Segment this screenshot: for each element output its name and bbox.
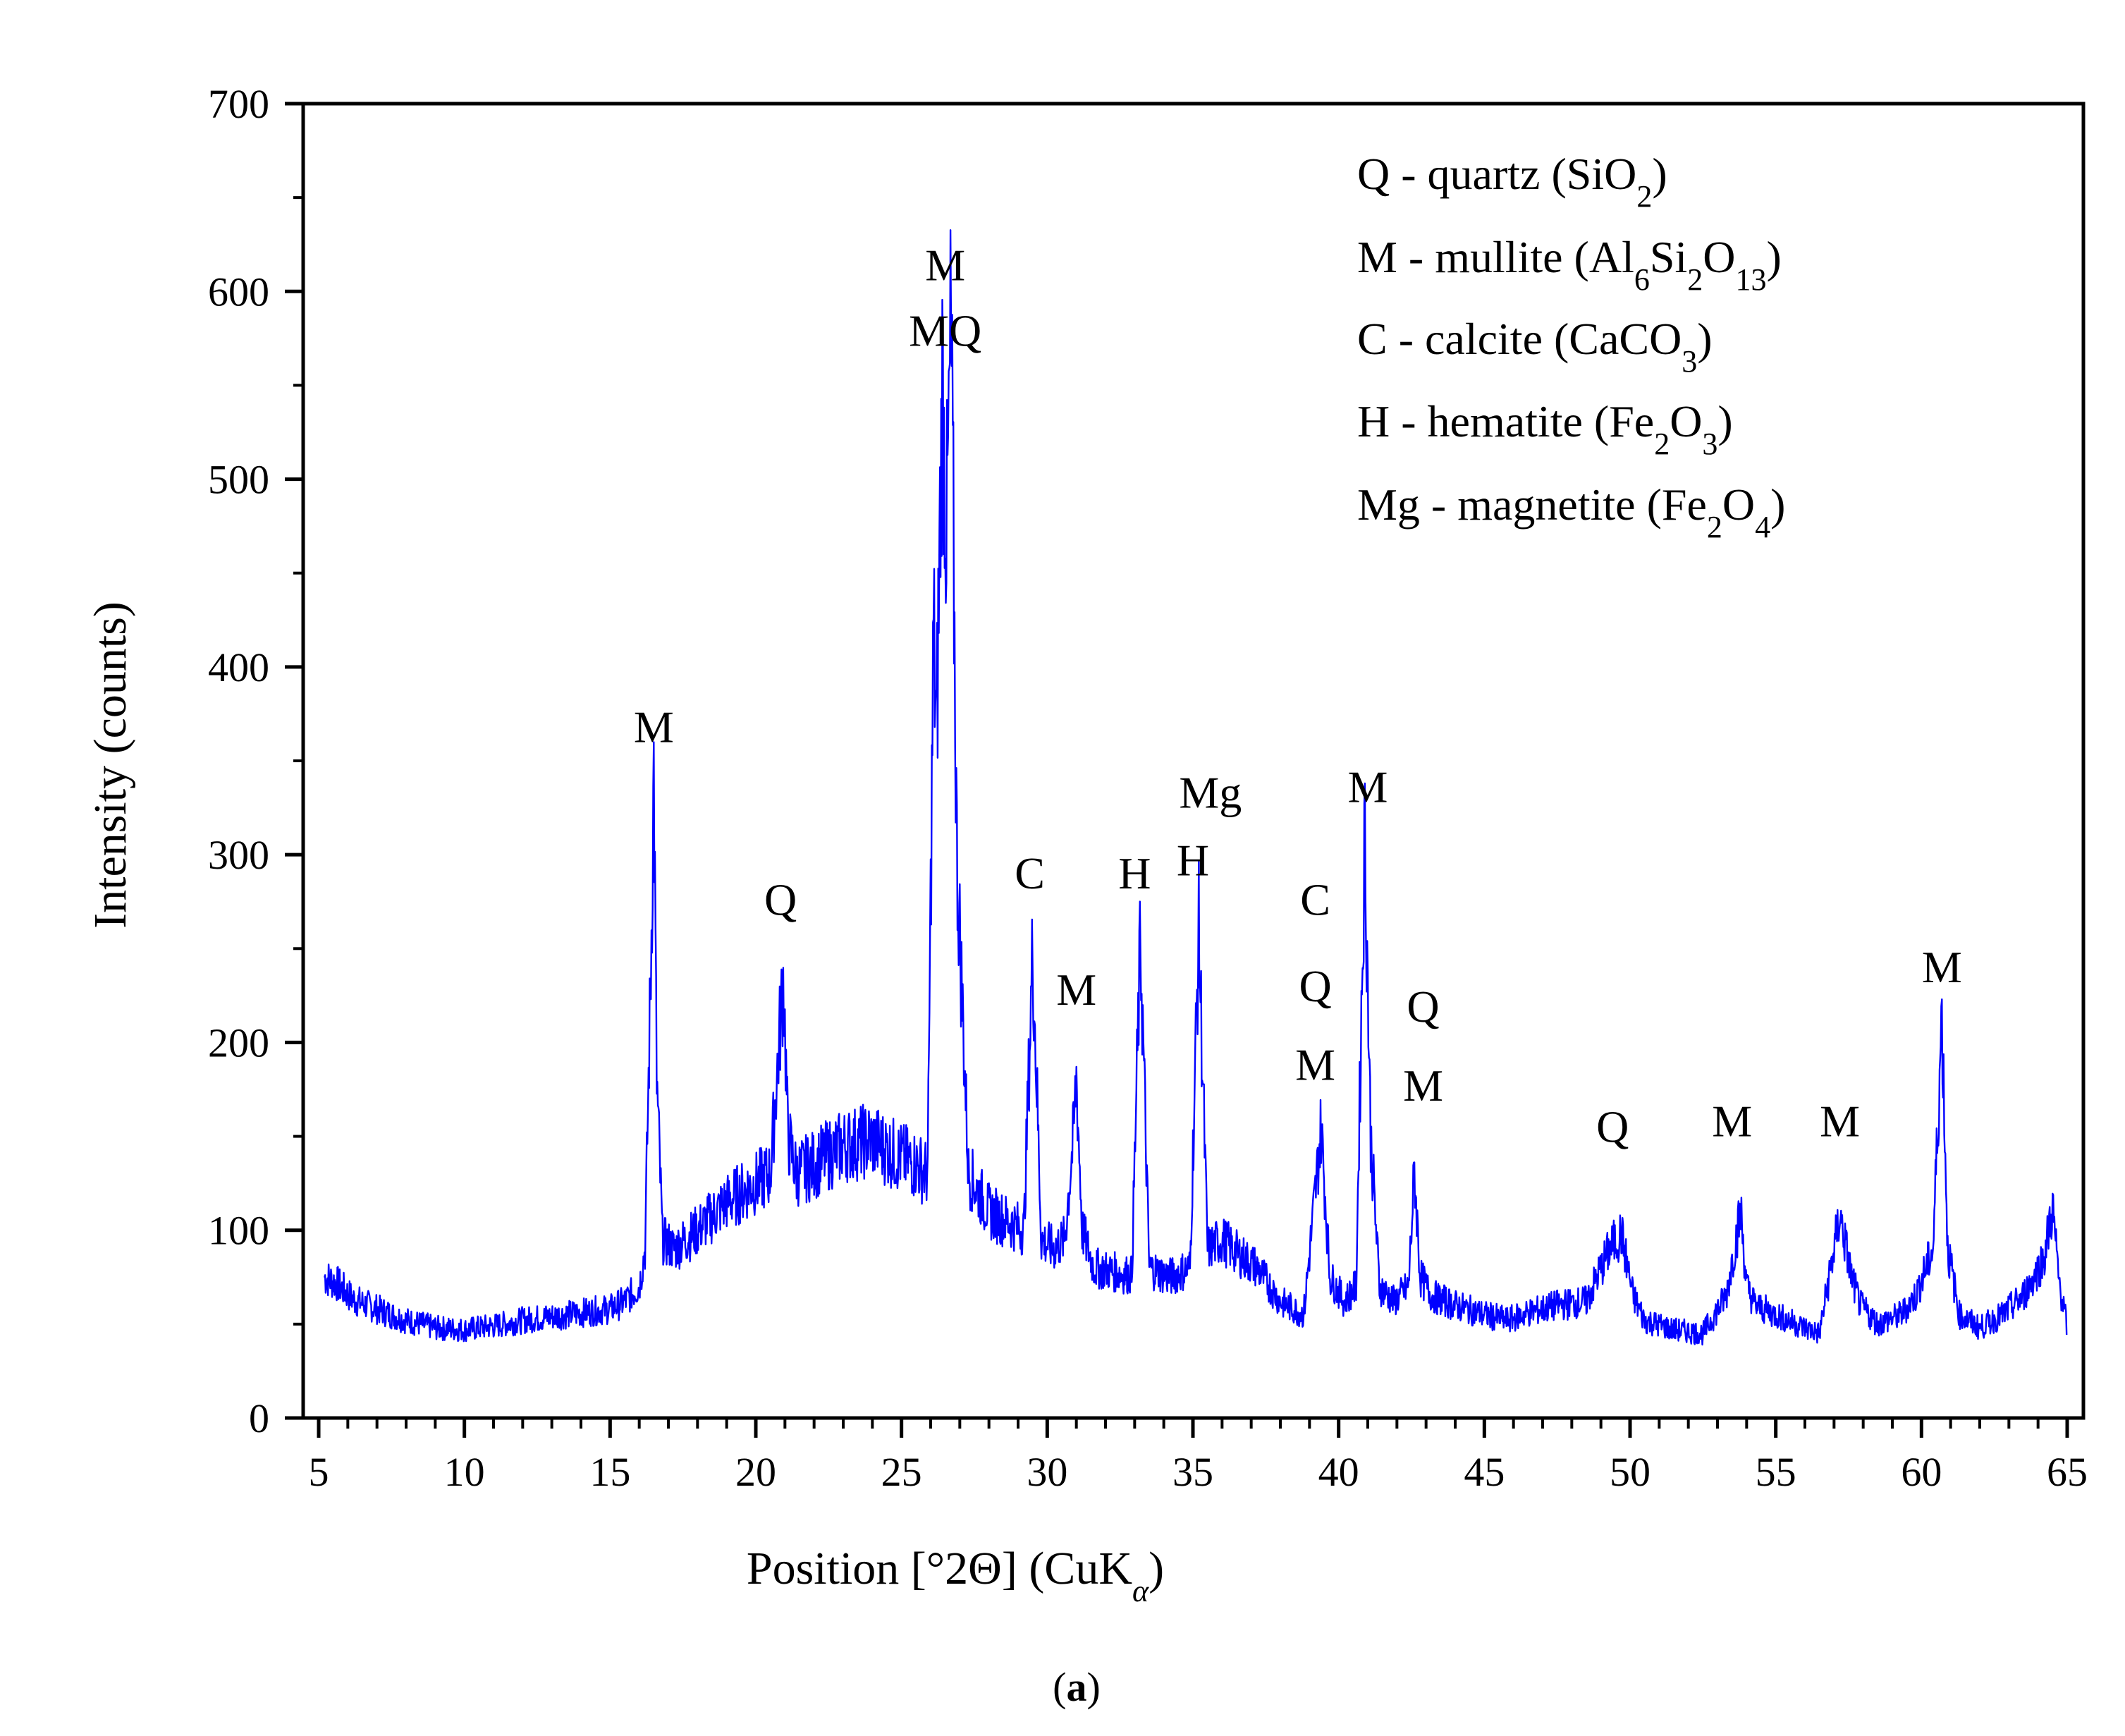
y-tick-label: 300 xyxy=(208,832,269,878)
y-tick-label: 100 xyxy=(208,1208,269,1254)
y-tick-label: 700 xyxy=(208,81,269,127)
legend: Q - quartz (SiO2) M - mullite (Al6Si2O13… xyxy=(1357,149,1785,544)
y-ticks: 0 100 200 300 400 500 600 700 xyxy=(208,81,303,1441)
x-tick-label: 5 xyxy=(309,1449,329,1495)
peak-label: M xyxy=(1403,1060,1443,1111)
peak-label: H xyxy=(1118,848,1151,898)
legend-entry-mullite: M - mullite (Al6Si2O13) xyxy=(1357,232,1782,297)
legend-entry-calcite: C - calcite (CaCO3) xyxy=(1357,314,1713,379)
peak-label: C xyxy=(1015,848,1045,898)
peak-label: MQ xyxy=(909,306,981,356)
y-tick-label: 400 xyxy=(208,644,269,690)
x-axis-title: Position [°2Θ] (CuKα) xyxy=(747,1543,1164,1608)
legend-entry-magnetite: Mg - magnetite (Fe2O4) xyxy=(1357,479,1785,544)
plot-frame xyxy=(301,102,2086,1420)
y-tick-label: 200 xyxy=(208,1020,269,1065)
peak-label: M xyxy=(1820,1096,1860,1147)
peak-label: Mg xyxy=(1179,768,1242,818)
peak-label: Q xyxy=(1407,982,1439,1032)
y-tick-label: 600 xyxy=(208,269,269,314)
y-tick-label: 0 xyxy=(249,1395,269,1441)
x-tick-label: 60 xyxy=(1901,1449,1942,1495)
x-tick-label: 35 xyxy=(1172,1449,1213,1495)
peak-label: H xyxy=(1177,835,1209,885)
peak-label: M xyxy=(1295,1040,1335,1090)
x-tick-label: 20 xyxy=(735,1449,776,1495)
x-axis-title-subscript: α xyxy=(1132,1574,1149,1608)
series-line xyxy=(324,229,2068,1346)
peak-label: C xyxy=(1300,874,1330,924)
peak-label: M xyxy=(1348,762,1388,812)
figure-caption: (a) xyxy=(1053,1664,1101,1710)
peak-label: M xyxy=(634,702,674,752)
series-layer xyxy=(324,229,2068,1346)
x-tick-label: 30 xyxy=(1027,1449,1067,1495)
legend-entry-hematite: H - hematite (Fe2O3) xyxy=(1357,396,1733,461)
x-tick-label: 45 xyxy=(1464,1449,1505,1495)
peak-label: M xyxy=(1712,1096,1752,1147)
peak-label: Q xyxy=(1299,961,1331,1011)
x-tick-label: 40 xyxy=(1318,1449,1359,1495)
x-axis-title-main: Position [°2Θ] (CuK xyxy=(747,1543,1132,1594)
x-major-ticks: 5 10 15 20 25 30 35 40 45 50 55 60 65 xyxy=(309,1418,2088,1495)
peak-label: Q xyxy=(764,874,797,924)
peak-label: M xyxy=(1056,965,1096,1015)
x-axis-title-tail: ) xyxy=(1149,1543,1164,1594)
y-tick-label: 500 xyxy=(208,457,269,503)
x-tick-label: 50 xyxy=(1610,1449,1651,1495)
peak-label: M xyxy=(1922,942,1962,992)
x-tick-label: 10 xyxy=(444,1449,485,1495)
x-tick-label: 25 xyxy=(881,1449,922,1495)
x-tick-label: 55 xyxy=(1756,1449,1796,1495)
peak-label: M xyxy=(925,240,965,290)
x-tick-label: 15 xyxy=(589,1449,630,1495)
peak-label: Q xyxy=(1596,1102,1629,1152)
legend-entry-quartz: Q - quartz (SiO2) xyxy=(1357,149,1667,214)
x-tick-label: 65 xyxy=(2047,1449,2088,1495)
y-axis-title: Intensity (counts) xyxy=(85,601,136,929)
